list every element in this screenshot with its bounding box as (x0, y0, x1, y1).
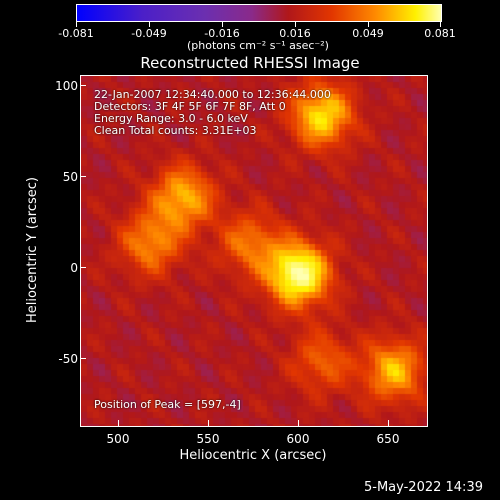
colorbar-tick-label: 0.049 (352, 27, 384, 40)
colorbar-tick-label: -0.081 (58, 27, 94, 40)
x-tick-label: 500 (106, 432, 130, 446)
x-tick-label: 550 (196, 432, 220, 446)
y-tick-label: -50 (58, 352, 78, 366)
x-tick-label: 650 (376, 432, 400, 446)
colorbar-tick-label: 0.081 (424, 27, 456, 40)
x-tick-label: 600 (286, 432, 310, 446)
timestamp: 5-May-2022 14:39 (364, 480, 483, 495)
image-plot-area: 22-Jan-2007 12:34:40.000 to 12:36:44.000… (80, 75, 428, 427)
y-tick-label: 0 (70, 261, 78, 275)
x-axis-label: Heliocentric X (arcsec) (179, 448, 327, 463)
colorbar-units: (photons cm⁻² s⁻¹ asec⁻²) (187, 39, 329, 52)
info-time-range: 22-Jan-2007 12:34:40.000 to 12:36:44.000 (94, 88, 331, 101)
info-energy-range: Energy Range: 3.0 - 6.0 keV (94, 112, 248, 125)
colorbar-tick-label: -0.049 (131, 27, 167, 40)
image-title: Reconstructed RHESSI Image (140, 54, 360, 72)
info-detectors: Detectors: 3F 4F 5F 6F 7F 8F, Att 0 (94, 100, 286, 113)
colorbar-tick-label: 0.016 (279, 27, 311, 40)
colorbar (76, 4, 442, 22)
info-clean-counts: Clean Total counts: 3.31E+03 (94, 124, 257, 137)
y-tick-label: 100 (55, 79, 78, 93)
colorbar-tick-label: -0.016 (204, 27, 240, 40)
y-axis-label: Heliocentric Y (arcsec) (25, 177, 40, 323)
y-tick-label: 50 (62, 170, 78, 184)
rhessi-heatmap (81, 76, 427, 426)
info-peak-position: Position of Peak = [597,-4] (94, 398, 241, 411)
